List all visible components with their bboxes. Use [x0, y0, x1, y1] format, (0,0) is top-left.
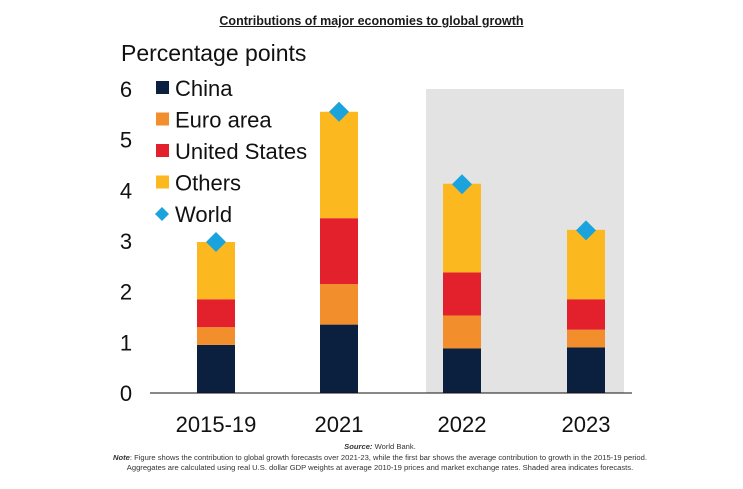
y-tick-label: 5: [120, 128, 132, 153]
bar-segment-euro-area: [443, 315, 481, 349]
stacked-bar-chart: Percentage points 0 1 2 3 4 5 6 2015-19 2021 2022 2…: [120, 40, 632, 437]
legend-swatch: [155, 207, 169, 221]
note-label: Note: [113, 452, 130, 462]
bar-segment-others: [567, 229, 605, 300]
note-text: : Figure shows the contribution to globa…: [126, 452, 647, 473]
source-label: Source:: [344, 442, 373, 451]
world-marker: [452, 174, 472, 195]
legend-swatch: [156, 144, 169, 157]
chart-title: Contributions of major economies to glob…: [219, 14, 524, 28]
legend-label: Euro area: [175, 108, 272, 133]
y-tick-label: 1: [120, 330, 132, 355]
bar-segment-united-states: [567, 299, 605, 330]
bar-segment-united-states: [443, 272, 481, 316]
x-tick-label: 2022: [438, 412, 487, 437]
bar-segment-euro-area: [567, 329, 605, 348]
bar-segment-china: [443, 348, 481, 393]
bar-segment-euro-area: [320, 284, 358, 325]
y-tick-label: 6: [120, 77, 132, 102]
world-marker: [206, 232, 226, 253]
legend-swatch: [156, 112, 169, 126]
y-tick-label: 4: [120, 178, 132, 203]
legend-label: China: [175, 76, 233, 101]
x-tick-label: 2023: [562, 412, 611, 437]
legend-label: Others: [175, 171, 241, 196]
legend-label: United States: [175, 139, 307, 164]
legend-label: World: [175, 202, 232, 227]
legend-swatch: [156, 175, 169, 189]
source-text: World Bank.: [374, 442, 416, 451]
bar-segment-china: [567, 347, 605, 393]
world-marker: [576, 220, 596, 241]
legend-swatch: [156, 81, 169, 94]
note-line: Note: Figure shows the contribution to g…: [100, 453, 660, 474]
bar-segment-others: [443, 183, 481, 273]
y-axis-label: Percentage points: [121, 40, 306, 66]
source-line: Source: World Bank.: [100, 442, 660, 453]
world-marker: [329, 101, 349, 122]
x-tick-label: 2015-19: [176, 412, 257, 437]
bar-segment-united-states: [197, 299, 235, 328]
chart-footer: Source: World Bank. Note: Figure shows t…: [100, 442, 660, 474]
x-tick-label: 2021: [315, 412, 364, 437]
bar-segment-china: [197, 344, 235, 393]
y-tick-label: 2: [120, 280, 132, 305]
y-tick-label: 0: [120, 381, 132, 406]
bar-segment-euro-area: [197, 327, 235, 345]
bar-segment-others: [320, 111, 358, 219]
bar-segment-united-states: [320, 218, 358, 285]
y-tick-label: 3: [120, 229, 132, 254]
bar-segment-china: [320, 324, 358, 393]
